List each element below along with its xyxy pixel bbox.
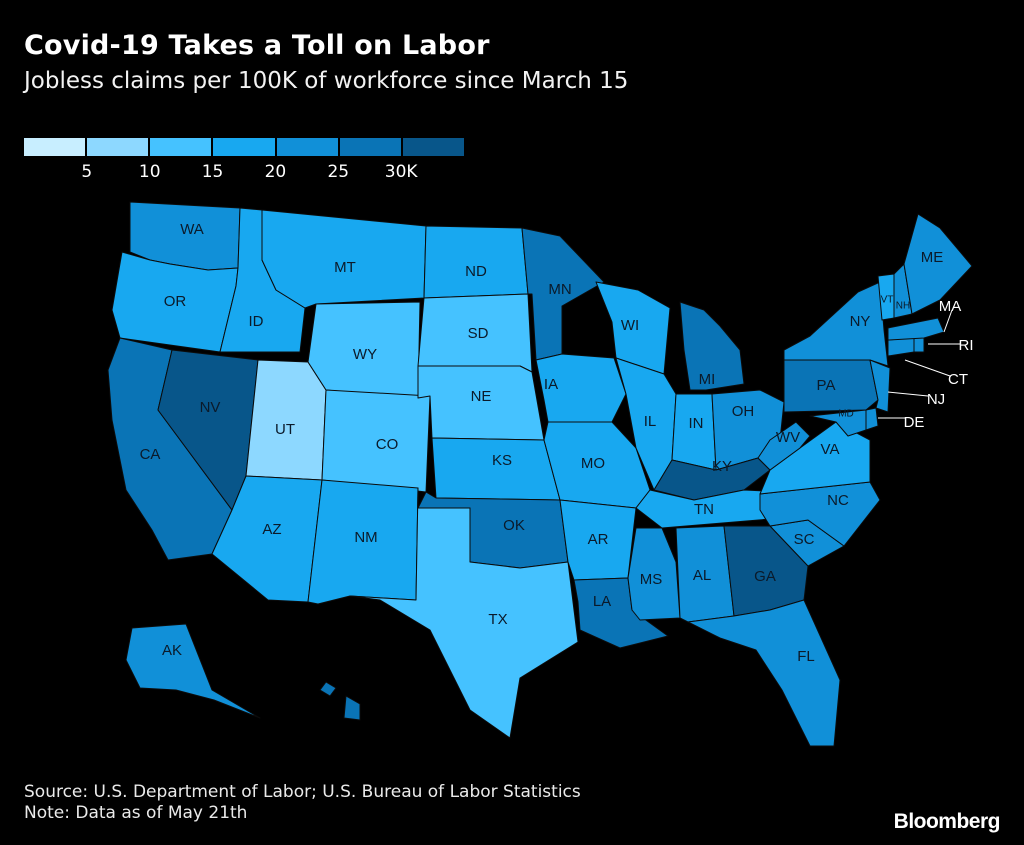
state-label-tx: TX [488, 611, 507, 628]
state-label-oh: OH [732, 403, 755, 420]
state-in [671, 393, 717, 471]
legend-swatch [150, 138, 212, 156]
state-de [865, 407, 879, 431]
state-hi [343, 695, 361, 721]
legend-swatch [87, 138, 149, 156]
state-label-md: MD [838, 409, 854, 420]
state-label-nh: NH [896, 301, 910, 312]
state-label-ak: AK [162, 642, 182, 659]
state-label-me: ME [921, 249, 944, 266]
state-mi [679, 301, 745, 391]
chart-title: Covid-19 Takes a Toll on Labor [24, 30, 490, 61]
state-ak [125, 623, 261, 719]
legend-swatch [24, 138, 86, 156]
state-ri [913, 337, 925, 353]
legend-tick-label: 5 [81, 162, 93, 182]
state-ct [887, 337, 915, 357]
state-label-ma: MA [939, 298, 962, 315]
state-label-nd: ND [465, 263, 487, 280]
state-label-co: CO [376, 436, 399, 453]
state-label-vt: VT [881, 295, 894, 306]
legend-color-bar [24, 138, 464, 156]
bloomberg-logo: Bloomberg [893, 810, 1001, 833]
state-wv [757, 421, 811, 471]
state-label-id: ID [249, 313, 264, 330]
state-ny [783, 281, 889, 367]
state-label-wi: WI [621, 317, 639, 334]
data-note: Note: Data as of May 21th [24, 803, 248, 823]
state-fl [687, 599, 841, 747]
legend-tick-label: 20 [264, 162, 287, 182]
state-label-wv: WV [776, 429, 800, 446]
legend-tick-label: 15 [201, 162, 224, 182]
legend-swatch [213, 138, 275, 156]
leader-line-nj [887, 391, 929, 397]
state-label-sc: SC [794, 531, 815, 548]
state-label-in: IN [689, 415, 704, 432]
state-label-mi: MI [699, 371, 716, 388]
state-label-ok: OK [503, 517, 525, 534]
legend-swatch [339, 138, 401, 156]
state-label-pa: PA [817, 377, 836, 394]
state-nc [759, 481, 881, 547]
legend-ticks: 5 10 15 20 25 30K [24, 162, 464, 188]
state-label-va: VA [821, 441, 840, 458]
state-label-ne: NE [471, 388, 492, 405]
chart-subtitle: Jobless claims per 100K of workforce sin… [24, 68, 629, 94]
state-label-nm: NM [354, 529, 377, 546]
state-label-ks: KS [492, 452, 512, 469]
state-label-mt: MT [334, 259, 356, 276]
state-label-ct: CT [948, 371, 968, 388]
leader-line-ct [904, 359, 951, 377]
state-label-mn: MN [548, 281, 571, 298]
state-label-ca: CA [140, 446, 161, 463]
legend-tick-label: 10 [138, 162, 161, 182]
state-ms [627, 527, 681, 621]
state-label-ut: UT [275, 421, 295, 438]
leader-line-ma [943, 309, 953, 333]
legend-tick-label: 25 [327, 162, 350, 182]
state-ma [887, 317, 945, 341]
state-label-de: DE [904, 414, 925, 431]
state-md [809, 409, 867, 437]
state-me [903, 213, 973, 315]
state-ia [535, 353, 627, 423]
state-label-wy: WY [353, 346, 377, 363]
legend-swatch [402, 138, 464, 156]
state-label-nv: NV [200, 399, 221, 416]
state-label-or: OR [164, 293, 187, 310]
state-label-nj: NJ [927, 391, 945, 408]
state-label-al: AL [693, 567, 711, 584]
state-label-la: LA [593, 593, 611, 610]
legend: 5 10 15 20 25 30K [24, 138, 464, 188]
legend-swatch [276, 138, 338, 156]
footer: Source: U.S. Department of Labor; U.S. B… [24, 782, 581, 824]
state-tx [349, 487, 579, 739]
state-label-tn: TN [694, 501, 714, 518]
source-note: Source: U.S. Department of Labor; U.S. B… [24, 782, 581, 802]
state-label-wa: WA [180, 221, 204, 238]
state-label-ri: RI [959, 337, 974, 354]
state-label-sd: SD [468, 325, 489, 342]
state-label-nc: NC [827, 492, 849, 509]
state-label-fl: FL [797, 648, 815, 665]
state-nj [869, 359, 891, 413]
state-label-ga: GA [754, 568, 776, 585]
legend-tick-label: 30K [384, 162, 418, 182]
state-label-az: AZ [262, 521, 281, 538]
state-label-ky: KY [712, 458, 732, 475]
state-hi [319, 681, 337, 697]
state-label-ms: MS [640, 571, 663, 588]
state-label-mo: MO [581, 455, 605, 472]
state-label-il: IL [644, 413, 657, 430]
state-label-ia: IA [544, 376, 558, 393]
state-label-ar: AR [588, 531, 609, 548]
state-label-ny: NY [850, 313, 871, 330]
state-ks [431, 437, 561, 501]
us-map: WA OR CA ID NV UT AZ MT WY CO NM ND SD NE KS OK TX MN IA MO… [107, 201, 974, 747]
